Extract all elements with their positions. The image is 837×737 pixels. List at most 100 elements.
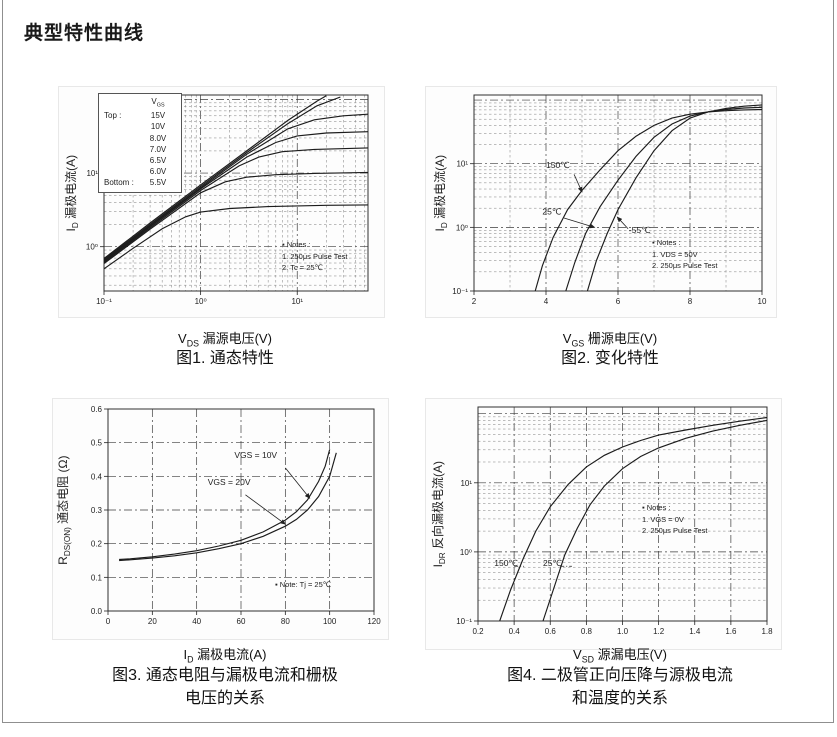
series-VGS=6.5V: [104, 147, 368, 263]
curve-label: 150℃: [494, 558, 518, 568]
figure-4-xaxis-title: VSD 源漏电压(V): [573, 647, 667, 665]
svg-text:80: 80: [281, 617, 290, 626]
svg-text:0.2: 0.2: [91, 540, 103, 549]
legend-box: VGS Top :15V 10V 8.0V 7.0V 6.5V 6.0V Bottom :5.…: [98, 93, 182, 193]
svg-text:0.5: 0.5: [91, 439, 103, 448]
grid-lines: [474, 95, 762, 291]
svg-text:20: 20: [148, 617, 157, 626]
series-VGS=10V: [104, 96, 341, 260]
grid-lines: [108, 409, 374, 611]
svg-text:10⁰: 10⁰: [195, 297, 207, 306]
notes-box: ▪ Note: Tj = 25℃: [275, 580, 332, 589]
svg-text:0.1: 0.1: [91, 573, 103, 582]
svg-text:0.3: 0.3: [91, 506, 103, 515]
grid-lines: [104, 95, 368, 291]
svg-text:10: 10: [758, 297, 767, 306]
curve-label: VGS = 10V: [234, 450, 277, 460]
series-group: [534, 104, 762, 291]
series-VGS=10V: [119, 449, 331, 561]
svg-text:0.2: 0.2: [472, 627, 484, 636]
chart-canvas: 0.2 0.4 0.6 0.8 1.0 1.2 1.4 1.6 1.8 10⁻¹ 10⁰ 10¹ 150…: [456, 406, 773, 636]
grid-lines: [478, 407, 767, 621]
svg-text:10¹: 10¹: [291, 297, 303, 306]
svg-text:1.8: 1.8: [761, 627, 773, 636]
curve-label: 25℃: [542, 206, 561, 216]
figure-3-chart: RDS(ON) 通态电阻 (Ω) 0 20 40 60 80 100 120 0.0 0.1 0.…: [52, 398, 389, 640]
series-VGS=15V: [104, 95, 327, 259]
svg-text:0.4: 0.4: [509, 627, 521, 636]
axis-ticks: 0 20 40 60 80 100 120 0.0 0.1 0.2 0.3 0.4 0.5 0.6: [91, 405, 381, 626]
svg-text:1.2: 1.2: [653, 627, 665, 636]
series-VGS=6.0V: [104, 171, 368, 265]
figure-4-caption: 图4. 二极管正向压降与源极电流 和温度的关系: [507, 667, 733, 708]
svg-text:1.6: 1.6: [725, 627, 737, 636]
svg-text:10⁻¹: 10⁻¹: [96, 297, 112, 306]
series-VGS=8.0V: [104, 113, 368, 261]
page-border: [2, 0, 834, 723]
figure-2-yaxis-title: ID 漏极电流(A): [432, 154, 450, 232]
figure-2-caption: 图2. 变化特性: [561, 350, 659, 367]
series-VGS=20V: [119, 452, 337, 562]
figure-3-caption: 图3. 通态电阻与漏极电流和栅极 电压的关系: [112, 667, 338, 708]
svg-text:0.6: 0.6: [545, 627, 557, 636]
chart-canvas: 10⁻¹ 10⁰ 10¹ 10⁰ 10¹: [86, 94, 369, 306]
figure-4-chart: IDR 反向漏极电流(A) 0.2 0.4 0.6 0.8 1.0 1.2 1.4 1.6 1.…: [425, 398, 782, 650]
figure-2-chart: ID 漏极电流(A) 2 4 6 8 10 10⁻¹ 10⁰ 10¹ 150℃ 25℃ -55℃ ▪ …: [425, 86, 777, 318]
figure-1-xaxis-title: VDS 漏源电压(V): [178, 331, 272, 349]
series-25℃: [565, 106, 762, 291]
series--55℃: [586, 104, 762, 291]
svg-text:8: 8: [688, 297, 693, 306]
figure-3-xaxis-title: ID 漏极电流(A): [183, 647, 267, 665]
axis-ticks: 2 4 6 8 10 10⁻¹ 10⁰ 10¹: [452, 160, 767, 306]
svg-text:100: 100: [323, 617, 337, 626]
axis-ticks: 0.2 0.4 0.6 0.8 1.0 1.2 1.4 1.6 1.8 10⁻¹ 10⁰ 10¹: [456, 479, 773, 636]
figure-4-yaxis-title: IDR 反向漏极电流(A): [430, 460, 448, 568]
figure-1-chart: ID 漏极电流(A) 10⁻¹ 10⁰ 10¹ 10⁰ 10¹ VGS Top :15V 10…: [58, 86, 385, 318]
svg-text:60: 60: [237, 617, 246, 626]
series-150℃: [534, 108, 762, 291]
notes-box: ▪ Notes :1. VGS = 0V 2. 250μs Pulse Test: [642, 503, 708, 536]
figure-3-yaxis-title: RDS(ON) 通态电阻 (Ω): [55, 455, 73, 565]
svg-text:1.4: 1.4: [689, 627, 701, 636]
svg-text:10⁰: 10⁰: [456, 223, 468, 232]
figure-2-xaxis-title: VGS 栅源电压(V): [562, 331, 658, 349]
curve-label: -55℃: [629, 225, 651, 235]
curve-label: 25℃: [543, 558, 562, 568]
svg-text:120: 120: [367, 617, 381, 626]
series-group: [104, 95, 368, 270]
page-title: 典型特性曲线: [24, 23, 145, 44]
svg-text:0: 0: [106, 617, 111, 626]
svg-text:10¹: 10¹: [456, 160, 468, 169]
plot-frame: [103, 94, 369, 292]
svg-text:40: 40: [192, 617, 201, 626]
series-group: [499, 416, 767, 621]
chart-canvas: 2 4 6 8 10 10⁻¹ 10⁰ 10¹ 150℃ 25℃ -55℃: [452, 94, 767, 306]
notes-box: ▪ Notes :1. VDS = 50V 2. 250μs Pulse Test: [652, 238, 718, 271]
svg-text:0.4: 0.4: [91, 472, 103, 481]
series-group: [119, 449, 337, 562]
svg-text:10¹: 10¹: [460, 479, 472, 488]
svg-text:0.6: 0.6: [91, 405, 103, 414]
series-VGS=7.0V: [104, 131, 368, 262]
series-150℃: [499, 416, 767, 621]
svg-text:6: 6: [616, 297, 621, 306]
svg-text:0.8: 0.8: [581, 627, 593, 636]
curve-label: VGS = 20V: [208, 477, 251, 487]
notes-box: ▪ Notes :1. 250μs Pulse Test 2. Tc = 25℃: [282, 240, 348, 273]
chart-canvas: 0 20 40 60 80 100 120 0.0 0.1 0.2 0.3 0.4 0.5 0.6 VGS …: [91, 405, 381, 626]
svg-text:4: 4: [544, 297, 549, 306]
svg-text:10⁰: 10⁰: [86, 243, 98, 252]
svg-text:10⁰: 10⁰: [460, 548, 472, 557]
series-VGS=5.5V: [104, 204, 368, 270]
svg-text:2: 2: [472, 297, 477, 306]
curve-label: 150℃: [546, 160, 570, 170]
svg-text:10⁻¹: 10⁻¹: [456, 617, 472, 626]
figure-1-yaxis-title: ID 漏极电流(A): [63, 154, 81, 232]
series-25℃: [542, 419, 767, 621]
svg-text:1.0: 1.0: [617, 627, 629, 636]
svg-text:10¹: 10¹: [86, 169, 98, 178]
svg-text:0.0: 0.0: [91, 607, 103, 616]
figure-1-caption: 图1. 通态特性: [176, 350, 274, 367]
svg-text:10⁻¹: 10⁻¹: [452, 287, 468, 296]
